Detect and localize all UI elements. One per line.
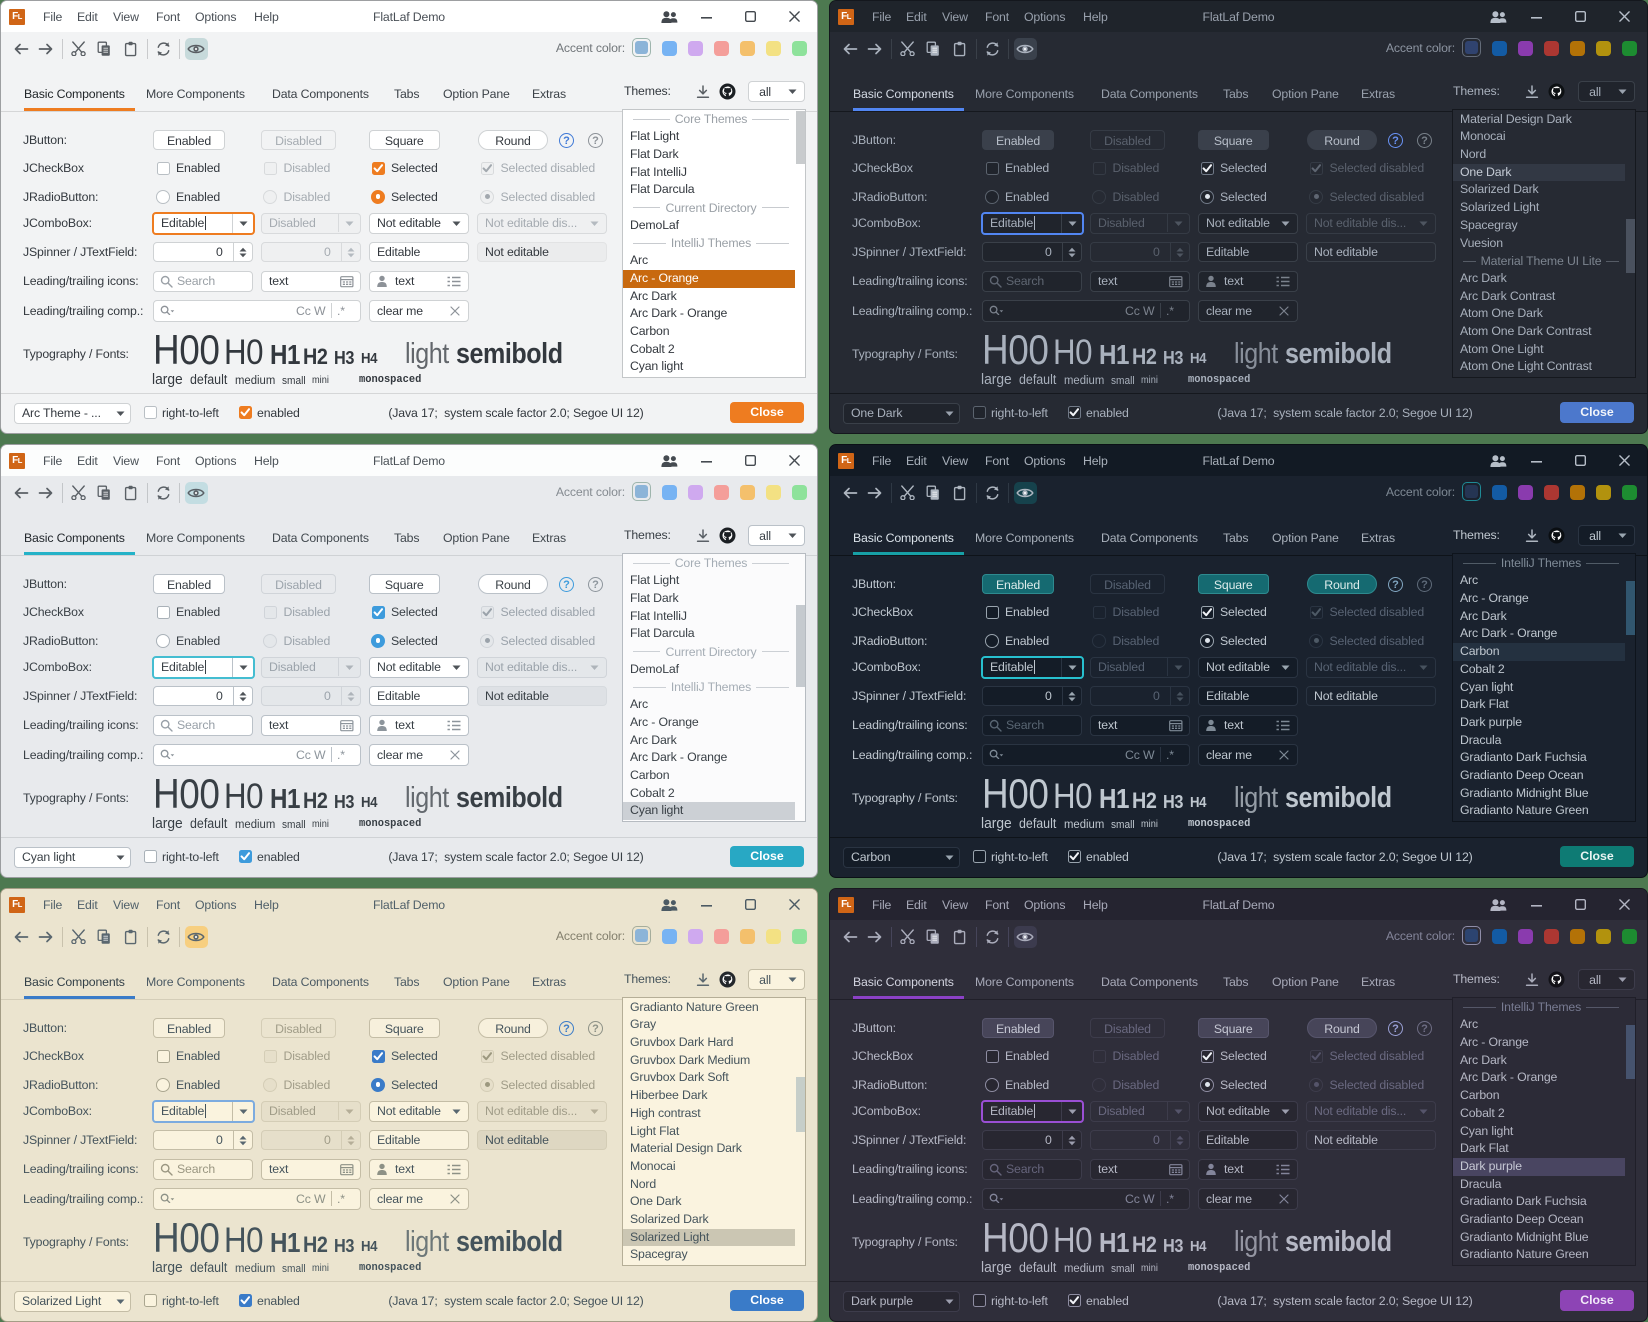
svg-text:?: ?: [563, 1023, 570, 1035]
svg-text:?: ?: [1421, 579, 1428, 591]
svg-text:?: ?: [563, 135, 570, 147]
svg-text:?: ?: [563, 579, 570, 591]
svg-text:?: ?: [1392, 1023, 1399, 1035]
svg-text:?: ?: [592, 579, 599, 591]
svg-text:?: ?: [1392, 579, 1399, 591]
svg-text:?: ?: [592, 1023, 599, 1035]
svg-text:?: ?: [1392, 135, 1399, 147]
svg-text:?: ?: [1421, 135, 1428, 147]
svg-text:?: ?: [1421, 1023, 1428, 1035]
svg-text:?: ?: [592, 135, 599, 147]
